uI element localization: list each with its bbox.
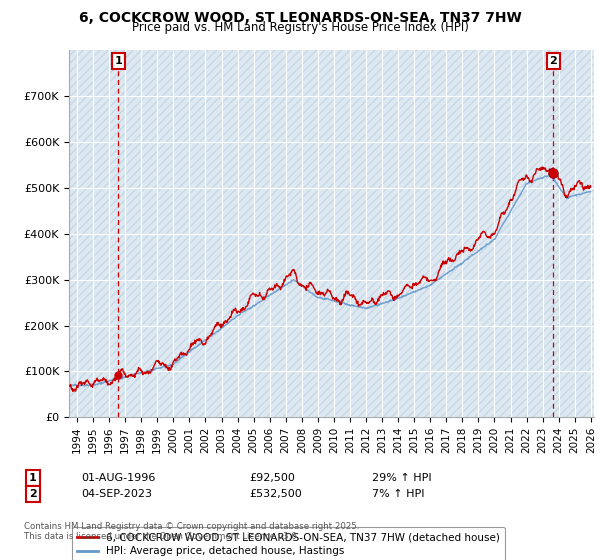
Text: £532,500: £532,500 (249, 489, 302, 499)
Text: Price paid vs. HM Land Registry's House Price Index (HPI): Price paid vs. HM Land Registry's House … (131, 21, 469, 34)
Text: 04-SEP-2023: 04-SEP-2023 (81, 489, 152, 499)
Text: Contains HM Land Registry data © Crown copyright and database right 2025.
This d: Contains HM Land Registry data © Crown c… (24, 522, 359, 542)
Text: 7% ↑ HPI: 7% ↑ HPI (372, 489, 425, 499)
Text: 1: 1 (29, 473, 37, 483)
Text: 1: 1 (115, 56, 122, 66)
Text: 01-AUG-1996: 01-AUG-1996 (81, 473, 155, 483)
Legend: 6, COCKCROW WOOD, ST LEONARDS-ON-SEA, TN37 7HW (detached house), HPI: Average pr: 6, COCKCROW WOOD, ST LEONARDS-ON-SEA, TN… (71, 527, 505, 560)
Text: 2: 2 (550, 56, 557, 66)
Text: £92,500: £92,500 (249, 473, 295, 483)
Text: 2: 2 (29, 489, 37, 499)
Text: 6, COCKCROW WOOD, ST LEONARDS-ON-SEA, TN37 7HW: 6, COCKCROW WOOD, ST LEONARDS-ON-SEA, TN… (79, 11, 521, 25)
Text: 29% ↑ HPI: 29% ↑ HPI (372, 473, 431, 483)
